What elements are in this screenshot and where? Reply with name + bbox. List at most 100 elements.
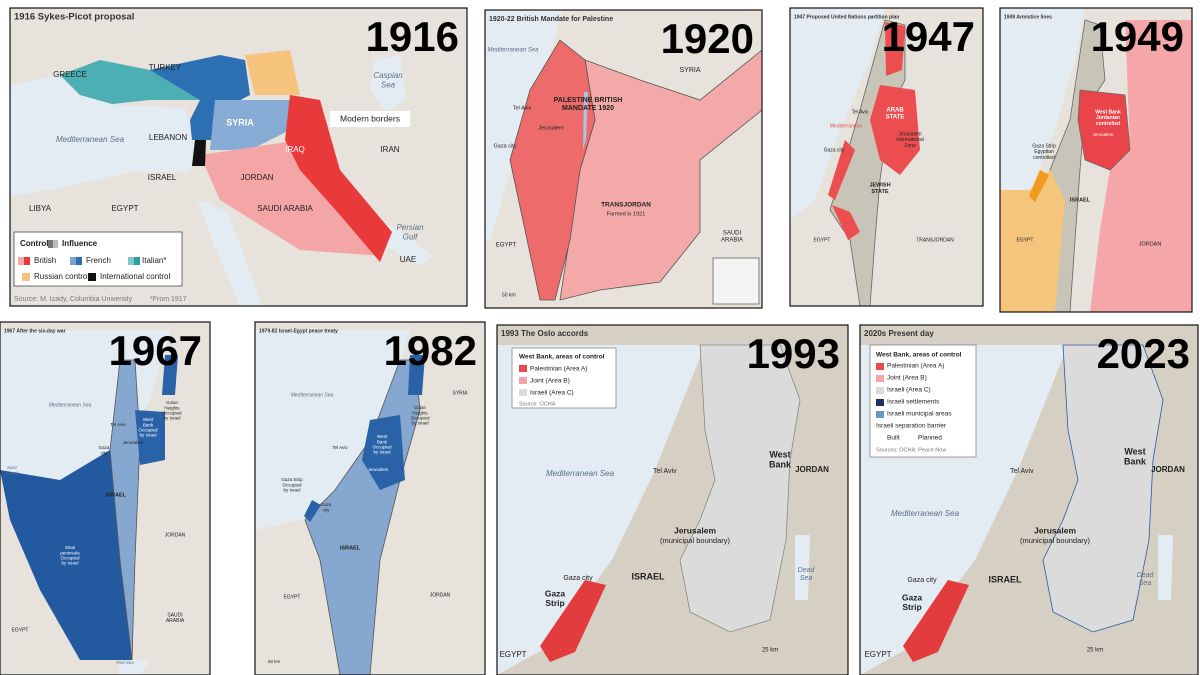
map-label: UAE <box>400 255 416 264</box>
map-label: JEWISH <box>869 182 890 188</box>
panel-year: 1920 <box>661 15 754 62</box>
map-label: 50 km <box>268 659 281 664</box>
map-label: ISRAEL <box>1070 197 1091 203</box>
map-label: Occupied <box>282 482 302 487</box>
map-label: Dead <box>798 567 816 574</box>
map-label: EGYPT <box>864 650 891 659</box>
panel-frame <box>496 324 849 675</box>
map-label: Italian* <box>142 256 166 265</box>
map-label: British <box>34 256 56 265</box>
map-label: Occupied <box>60 556 80 561</box>
map-label: Gaza <box>902 592 923 602</box>
region <box>828 140 855 200</box>
map-label: West <box>143 417 154 422</box>
map-label: JORDAN <box>241 173 274 182</box>
map-label: Modern borders <box>340 113 400 123</box>
region <box>255 330 410 530</box>
map-label: Israeli settlements <box>887 399 940 406</box>
map-label: TURKEY <box>149 63 182 72</box>
legend-item <box>876 399 884 406</box>
legend-item <box>134 257 140 265</box>
map-label: LEBANON <box>149 133 187 142</box>
map-label: STATE <box>886 114 905 120</box>
map-label: SYRIA <box>226 117 254 127</box>
legend-item <box>13 231 183 287</box>
map-label: Mediterranean Sea <box>891 509 960 518</box>
map-panel: 1920-22 British Mandate for Palestine 192… <box>485 10 762 308</box>
map-label: West Bank, areas of control <box>519 354 605 361</box>
region <box>790 8 885 220</box>
panel-year: 1982 <box>384 327 477 374</box>
map-label: by Israel <box>61 561 78 566</box>
map-label: West <box>377 434 388 439</box>
map-label: Tel Aviv <box>1010 468 1034 475</box>
map-label: International control <box>100 272 170 281</box>
map-label: Sources: OCHA; Peace Now <box>876 447 946 453</box>
map-label: Mediterranean Sea <box>487 48 539 54</box>
legend-item <box>519 365 527 372</box>
region <box>150 55 250 140</box>
region <box>192 140 206 166</box>
legend-item <box>24 257 30 265</box>
map-label: PALESTINE BRITISH <box>554 97 623 104</box>
map-label: Mediterranean Sea <box>291 392 334 398</box>
legend-item <box>876 375 884 382</box>
map-label: Gaza <box>99 445 110 450</box>
map-label: Influence <box>62 239 98 248</box>
panel-year: 2023 <box>1097 330 1190 377</box>
map-panel: 1947 Proposed United Nations partition p… <box>790 8 983 306</box>
map-label: (municipal boundary) <box>660 536 731 545</box>
map-label: ISRAEL <box>148 173 177 182</box>
panel-frame <box>999 7 1193 313</box>
map-label: Heights <box>412 410 428 415</box>
map-label: Jerusalem <box>538 125 564 131</box>
map-label: EGYPT <box>111 204 138 213</box>
map-label: JORDAN <box>795 465 829 474</box>
panel-title: 1920-22 British Mandate for Palestine <box>489 16 613 23</box>
region <box>285 95 392 262</box>
region <box>1000 170 1065 312</box>
map-label: Gaza city <box>824 147 845 153</box>
map-label: Bank <box>769 460 792 470</box>
map-label: 25 km <box>762 648 778 654</box>
map-label: JORDAN <box>1151 465 1185 474</box>
map-label: 50 km <box>502 292 516 298</box>
panel-title: 1947 Proposed United Nations partition p… <box>794 14 899 20</box>
panel-title: 1993 The Oslo accords <box>501 329 589 338</box>
map-label: Jerusalem <box>674 525 716 535</box>
region <box>1000 8 1085 190</box>
legend-item <box>519 377 527 384</box>
map-label: EGYPT <box>814 237 831 243</box>
region <box>1090 20 1192 312</box>
region <box>109 359 141 661</box>
map-label: Persian <box>396 223 424 232</box>
map-label: Sea <box>800 575 813 582</box>
map-label: Joint (Area B) <box>887 375 927 382</box>
region <box>198 200 262 306</box>
map-label: SAUDI <box>167 612 182 618</box>
map-label: Russian control <box>34 272 89 281</box>
map-label: (municipal boundary) <box>1020 536 1091 545</box>
panel-year: 1967 <box>109 327 202 374</box>
map-label: by Israel <box>163 416 180 421</box>
region <box>509 39 596 301</box>
map-label: MANDATE 1920 <box>562 105 614 112</box>
map-label: controlled <box>1033 155 1055 161</box>
panel-frame <box>859 324 1199 675</box>
map-panel: 1979-82 Israel-Egypt peace treaty 1982 Med… <box>255 322 485 675</box>
region <box>304 500 321 522</box>
map-label: Gaza city <box>494 143 517 149</box>
map-label: Dead <box>1137 572 1155 579</box>
map-label: Heights <box>164 405 180 410</box>
panel-title: 2020s Present day <box>864 329 934 338</box>
map-label: Israeli (Area C) <box>530 390 574 397</box>
map-label: Source: M. Izady, Columbia University <box>14 296 133 303</box>
map-label: EGYPT <box>284 594 301 600</box>
map-label: West <box>1124 446 1145 456</box>
map-label: Israeli municipal areas <box>887 411 952 418</box>
region <box>795 535 810 600</box>
map-label: Sea <box>1139 580 1152 587</box>
map-label: ISRAEL <box>106 492 127 498</box>
region <box>1029 170 1049 202</box>
